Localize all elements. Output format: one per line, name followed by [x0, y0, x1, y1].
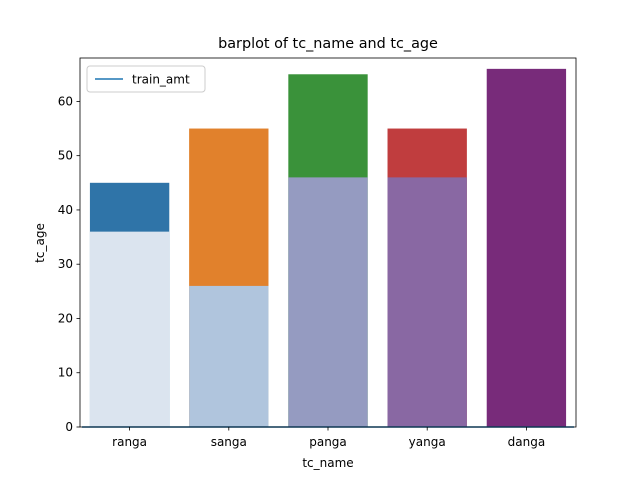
y-tick-label: 0	[65, 420, 73, 434]
plot-frame	[79, 57, 577, 428]
y-tick-label: 30	[58, 257, 73, 271]
bar-danga-total	[486, 68, 567, 428]
bar-yanga-overlay	[387, 177, 467, 427]
x-tick-label-panga: panga	[309, 435, 347, 449]
x-tick-label-danga: danga	[508, 435, 546, 449]
legend-box	[86, 65, 206, 93]
y-tick-label: 50	[58, 149, 73, 163]
y-tick-label: 10	[58, 366, 73, 380]
chart-title: barplot of tc_name and tc_age	[218, 36, 438, 52]
y-axis: 0 10 20 30 40 50 60	[58, 94, 80, 434]
bars-front-layer	[89, 177, 467, 427]
x-tick-label-ranga: ranga	[112, 435, 147, 449]
bar-panga-overlay	[288, 177, 368, 427]
legend-label-train-amt: train_amt	[132, 73, 190, 87]
bar-sanga-overlay	[189, 285, 269, 427]
x-tick-label-sanga: sanga	[211, 435, 247, 449]
y-tick-label: 20	[58, 311, 73, 325]
y-axis-label: tc_age	[33, 223, 47, 263]
y-tick-label: 60	[58, 94, 73, 108]
x-tick-label-yanga: yanga	[409, 435, 446, 449]
x-axis-label: tc_name	[302, 456, 353, 470]
x-axis: ranga sanga panga yanga danga	[112, 427, 545, 449]
bar-ranga-overlay	[89, 231, 170, 427]
legend: train_amt	[86, 65, 206, 93]
y-tick-label: 40	[58, 203, 73, 217]
